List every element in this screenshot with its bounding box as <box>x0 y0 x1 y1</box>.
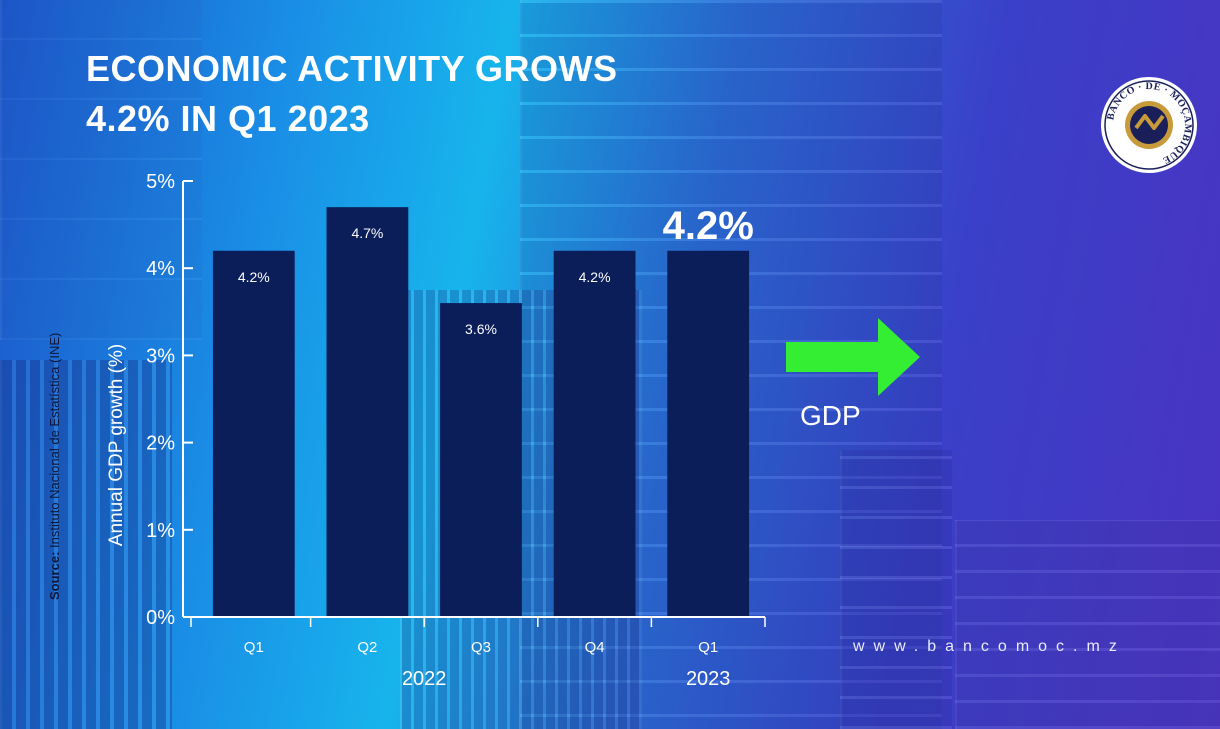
y-tick-label: 3% <box>146 345 175 367</box>
bars: 4.2% 4.7% 3.6% 4.2% 4.2% <box>212 204 754 617</box>
background-building <box>955 520 1220 729</box>
highlight-data-label: 4.2% <box>663 204 754 248</box>
bar <box>440 303 522 617</box>
bank-logo: BANCO · DE · MOÇAMBIQUE <box>1101 77 1197 173</box>
website-link[interactable]: www.bancomoc.mz <box>853 638 1126 655</box>
y-tick-label: 4% <box>146 258 175 280</box>
y-tick-label: 0% <box>146 607 175 629</box>
x-tick-label: Q1 <box>698 639 718 656</box>
bar-data-label: 4.2% <box>238 269 270 285</box>
year-group-label: 2023 <box>686 668 731 690</box>
bar-data-label: 4.2% <box>579 269 611 285</box>
y-axis-label: Annual GDP growth (%) <box>106 344 127 546</box>
x-tick-label: Q3 <box>471 639 491 656</box>
y-tick-label: 5% <box>146 171 175 193</box>
source-note: Source: Instituto Nacional de Estatístic… <box>20 300 70 600</box>
y-tick-label: 2% <box>146 433 175 455</box>
bar-data-label: 4.7% <box>351 225 383 241</box>
y-tick-label: 1% <box>146 520 175 542</box>
arrow-right-icon <box>786 318 920 396</box>
bar <box>326 207 409 617</box>
x-tick-label: Q1 <box>244 639 264 656</box>
source-prefix: Source: <box>47 551 62 600</box>
x-tick-label: Q4 <box>585 639 605 656</box>
title-line-1: ECONOMIC ACTIVITY GROWS <box>86 48 618 89</box>
year-group-label: 2022 <box>402 668 447 690</box>
title-line-2: 4.2% IN Q1 2023 <box>86 98 370 139</box>
background-building <box>0 360 172 729</box>
background-building <box>840 450 952 729</box>
bar-data-label: 3.6% <box>465 321 497 337</box>
page-title: ECONOMIC ACTIVITY GROWS 4.2% IN Q1 2023 <box>86 44 618 144</box>
x-axis: Q1 Q2 Q3 Q4 Q1 2022 2023 <box>183 616 766 690</box>
gdp-label: GDP <box>800 400 861 431</box>
bar <box>212 250 295 617</box>
bar <box>667 250 750 617</box>
background-building <box>0 0 202 340</box>
y-axis: 0% 1% 2% 3% 4% 5% <box>146 171 193 629</box>
bar <box>553 250 636 617</box>
source-text: Instituto Nacional de Estatística (INE) <box>47 332 62 552</box>
x-tick-label: Q2 <box>357 639 377 656</box>
